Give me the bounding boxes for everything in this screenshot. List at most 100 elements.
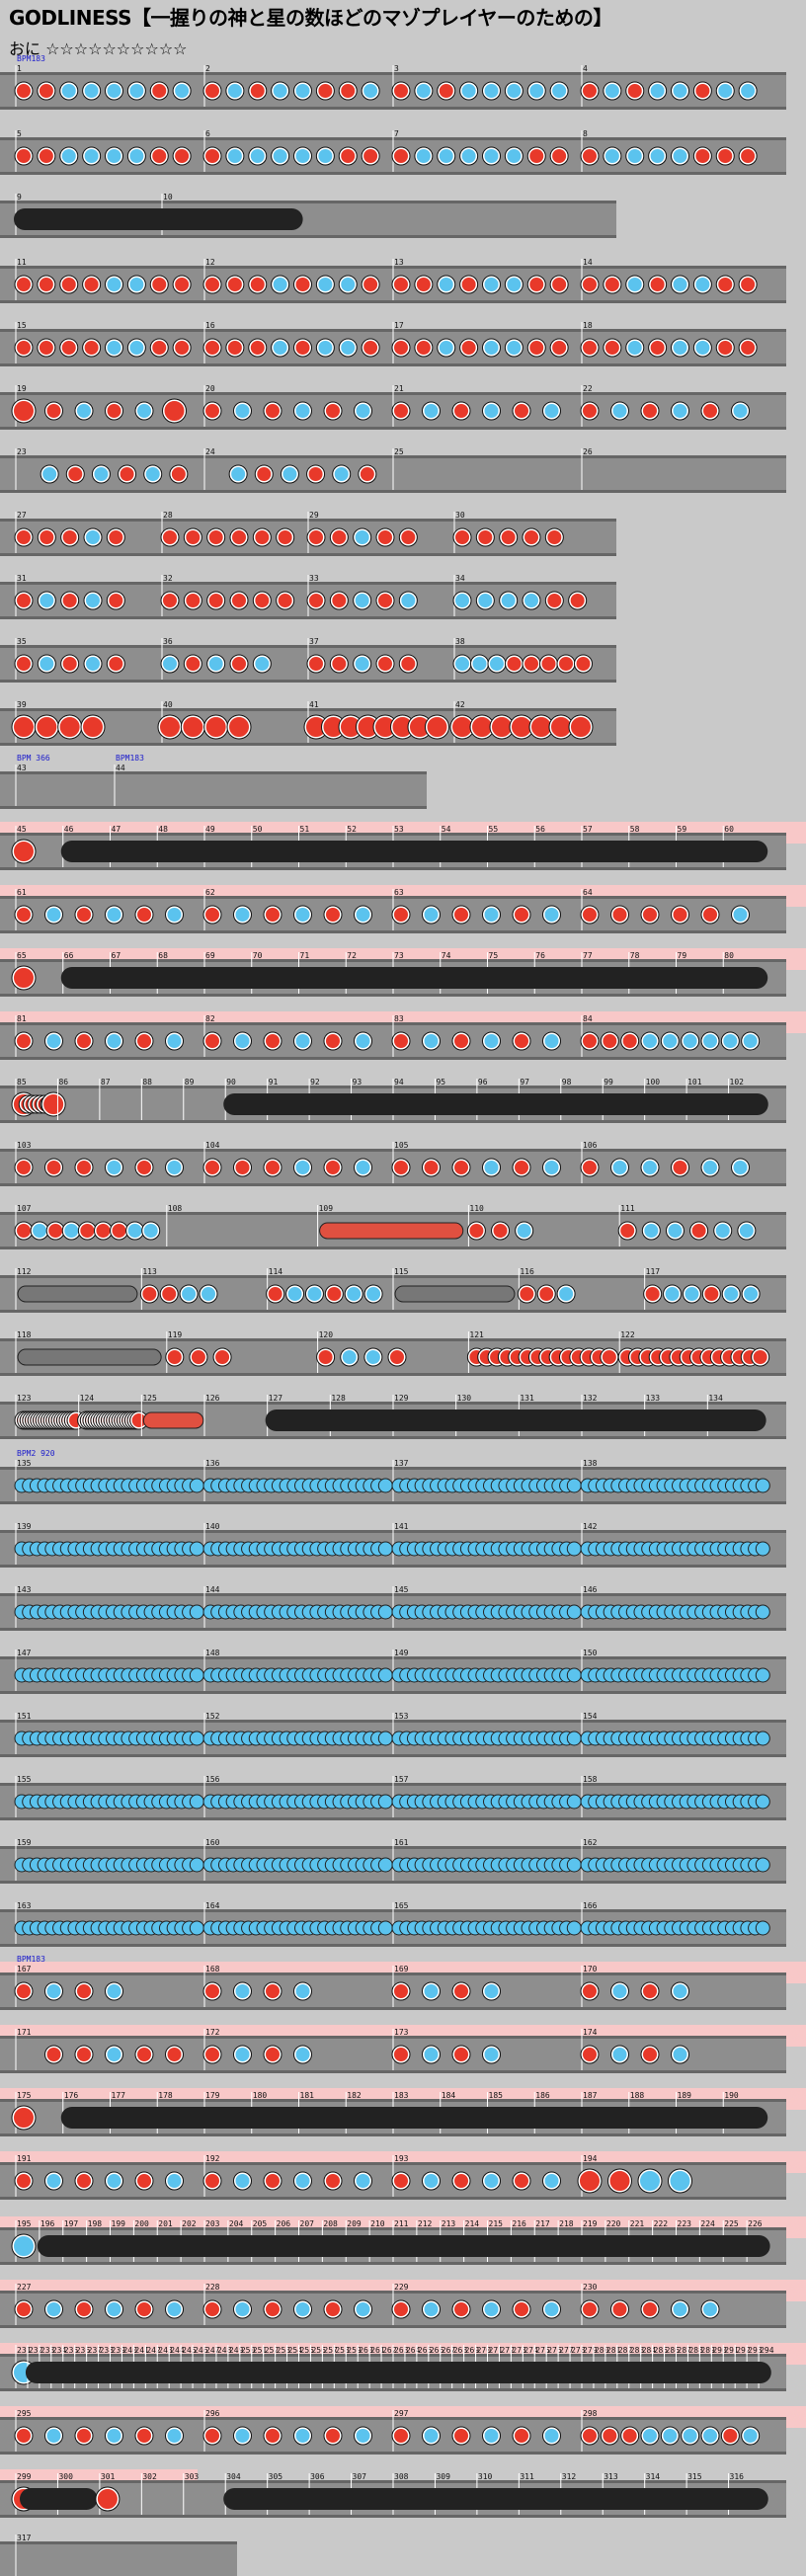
note [324,402,342,420]
note [225,276,244,293]
bar-number: 181 [300,2091,315,2100]
ka-note [755,1920,770,1936]
note [15,147,33,165]
note [203,1032,221,1050]
note [135,1159,153,1176]
bar-number: 268 [453,2346,468,2355]
note [12,399,36,423]
bar-number: 78 [630,951,640,960]
note [482,82,501,100]
bar-number: 62 [205,888,215,897]
note-outline [206,527,226,547]
note [739,276,758,293]
note [84,655,102,673]
note-outline [323,1031,343,1051]
note-outline [512,2299,531,2319]
bar-number: 92 [310,1078,320,1087]
ka-note [189,1794,204,1810]
drumroll-bar [20,2488,98,2510]
bar-number: 119 [168,1330,183,1339]
note-outline [361,81,380,101]
note-outline [225,81,245,101]
note [641,402,659,420]
note-outline [126,146,146,166]
bar-number: 40 [163,700,173,709]
note-outline [74,1158,94,1177]
note [600,1348,618,1366]
note-outline [640,1031,660,1051]
bar-number: 296 [205,2409,220,2418]
bar-number: 158 [583,1775,598,1784]
note-outline [183,591,202,610]
bar-number: 126 [205,1394,220,1403]
note-outline [660,2426,680,2446]
note-outline [329,527,349,547]
note-outline [391,1158,411,1177]
note [160,1285,179,1303]
bar-number: 190 [724,2091,739,2100]
bar-number: 152 [205,1712,220,1721]
note [165,1348,184,1366]
note-outline [74,2045,94,2064]
bar-number: 216 [512,2219,526,2228]
note [15,82,33,100]
bar-number: 204 [229,2219,244,2228]
page-title: GODLINESS【一握りの神と星の数ほどのマゾプレイヤーのための】 [9,6,612,30]
note [542,2172,561,2190]
note [59,147,78,165]
bar-number: 265 [418,2346,433,2355]
note-lane [0,2544,237,2576]
note-outline [451,2299,471,2319]
bar-number: 148 [205,1649,220,1657]
bar-number: 306 [310,2472,325,2481]
note [92,465,111,483]
bar-number: 201 [158,2219,173,2228]
bar-number: 313 [604,2472,618,2481]
note [293,2046,312,2063]
note [721,1032,740,1050]
bar-number: 180 [253,2091,268,2100]
note-outline [668,2168,692,2194]
ka-note [377,1667,393,1683]
note [75,2172,93,2190]
note-outline [353,591,372,610]
note [271,339,289,357]
note [603,276,621,293]
note-outline [544,591,564,610]
note [422,906,441,924]
bar-number: 242 [146,2346,161,2355]
bar-number: 66 [64,951,74,960]
note [505,339,524,357]
note [293,2172,312,2190]
note-outline [671,1158,689,1177]
note-outline [354,2426,372,2446]
note [233,2172,252,2190]
bar-number: 98 [562,1078,572,1087]
note-outline [271,146,290,166]
bar-number: 187 [583,2091,598,2100]
note [452,906,470,924]
note-outline [391,2426,411,2446]
bar-number: 198 [88,2219,103,2228]
note-outline [315,81,335,101]
note-outline [338,338,358,358]
note [44,906,63,924]
note [482,906,501,924]
note [422,1159,441,1176]
note-outline [134,1031,154,1051]
note [505,276,524,293]
bar-number: 99 [604,1078,613,1087]
bar-number: 235 [64,2346,79,2355]
bar-number: 178 [158,2091,173,2100]
note-outline [451,2171,471,2191]
note [452,402,470,420]
bar-number: 54 [442,825,451,834]
note-outline [40,464,59,484]
ka-note [566,1794,582,1810]
note [75,2300,93,2318]
note [59,339,78,357]
ka-note [377,1794,393,1810]
note-outline [160,654,180,674]
note-outline [451,2426,471,2446]
note-outline [202,275,222,294]
